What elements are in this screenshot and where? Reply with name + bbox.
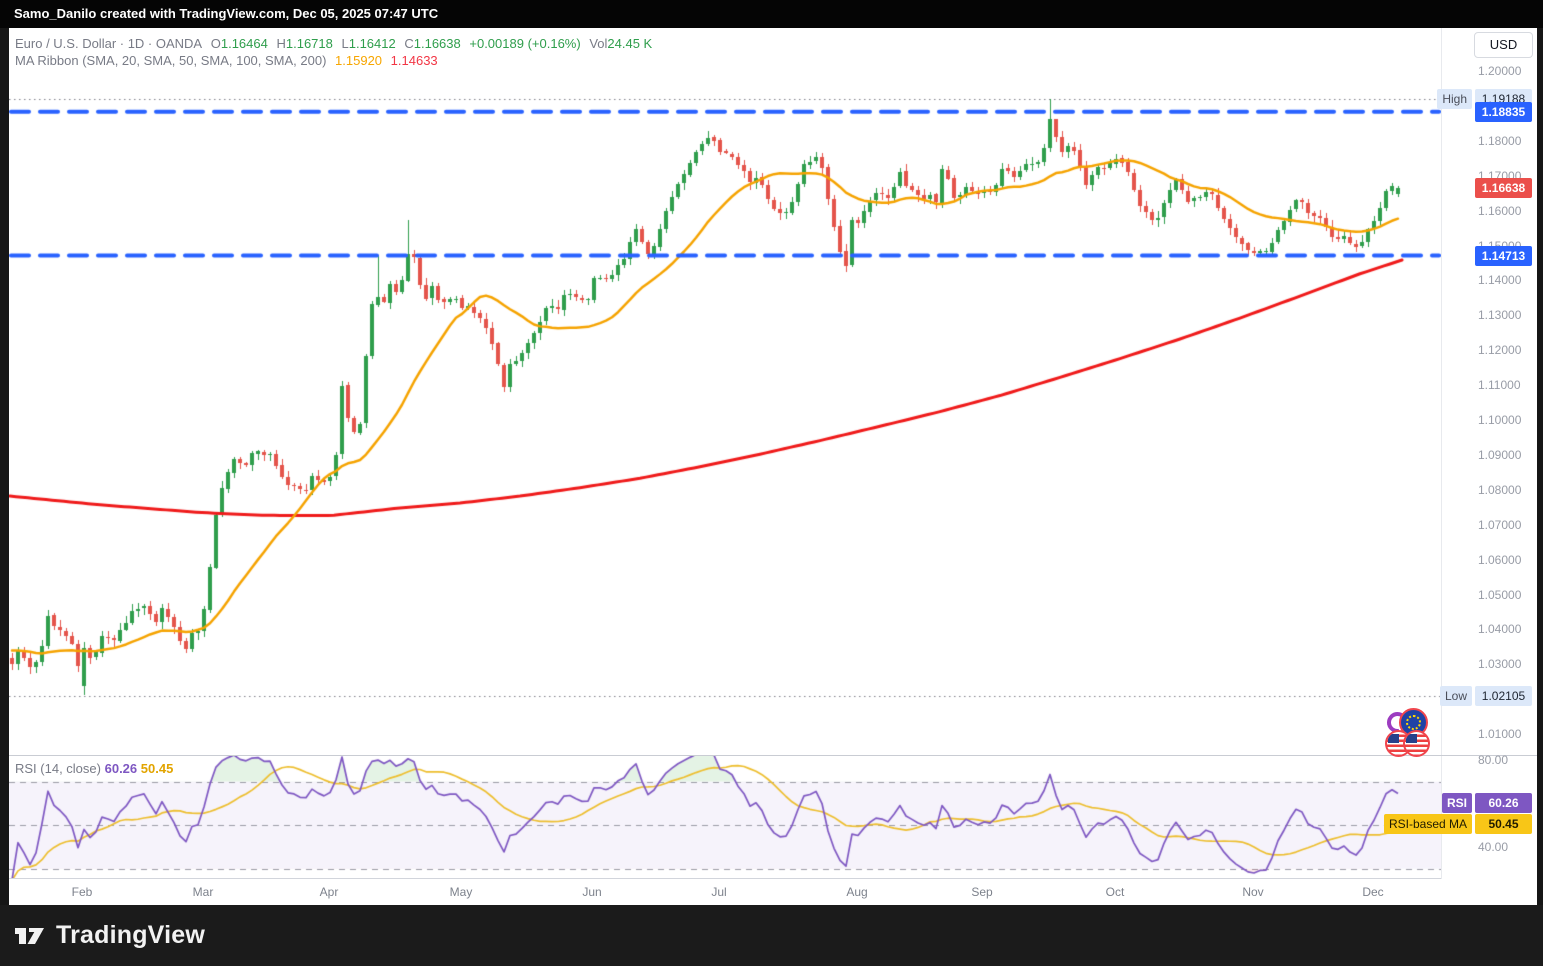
month-label-feb: Feb xyxy=(71,885,93,899)
price-tick: 1.10000 xyxy=(1478,413,1522,427)
price-level-label[interactable]: 1.18835 xyxy=(1475,101,1532,122)
rsi-value: 60.26 xyxy=(104,761,138,776)
price-tick: 1.06000 xyxy=(1478,552,1522,567)
chart-panel: Euro / U.S. Dollar · 1D · OANDA O1.16464… xyxy=(9,28,1537,905)
rsi-marker-value: 60.26 xyxy=(1475,792,1532,813)
chart-legend: Euro / U.S. Dollar · 1D · OANDA O1.16464… xyxy=(15,35,652,69)
ma-slow-value: 1.14633 xyxy=(390,53,438,68)
volume-value: 24.45 K xyxy=(607,36,653,51)
tradingview-logo-text[interactable]: TradingView xyxy=(56,921,206,949)
close-value: 1.16638 xyxy=(413,36,461,51)
ma-ribbon-title[interactable]: MA Ribbon (SMA, 20, SMA, 50, SMA, 100, S… xyxy=(15,53,327,68)
month-label-sep: Sep xyxy=(971,885,993,899)
open-label: O xyxy=(210,36,221,51)
symbol-title[interactable]: Euro / U.S. Dollar · 1D · OANDA xyxy=(15,36,203,51)
symbol-legend-row: Euro / U.S. Dollar · 1D · OANDA O1.16464… xyxy=(15,35,652,52)
low-label: L xyxy=(341,36,349,51)
low-value: 1.16412 xyxy=(348,36,396,51)
tradingview-logo-icon[interactable] xyxy=(13,921,47,951)
price-tick: 1.09000 xyxy=(1478,447,1522,462)
rsi-canvas[interactable] xyxy=(9,756,1441,879)
footer-bar: TradingView xyxy=(0,905,1543,966)
price-tick: 1.08000 xyxy=(1478,482,1522,497)
ma-fast-value: 1.15920 xyxy=(335,53,383,68)
close-label: C xyxy=(404,36,414,51)
price-tick: 1.01000 xyxy=(1478,727,1522,742)
price-tick: 1.07000 xyxy=(1478,517,1522,532)
price-axis[interactable]: USD 1.200001.180001.170001.160001.150001… xyxy=(1437,28,1537,755)
us-flag-icon-2 xyxy=(1403,730,1430,757)
month-label-jun: Jun xyxy=(582,885,602,899)
attribution-bar: Samo_Danilo created with TradingView.com… xyxy=(0,0,1543,28)
price-pane: Euro / U.S. Dollar · 1D · OANDA O1.16464… xyxy=(9,28,1537,758)
ma-ribbon-legend-row: MA Ribbon (SMA, 20, SMA, 50, SMA, 100, S… xyxy=(15,52,652,69)
price-tick: 1.16000 xyxy=(1478,203,1522,218)
rsi-legend: RSI (14, close) 60.26 50.45 xyxy=(15,761,173,776)
price-tick: 1.11000 xyxy=(1478,378,1521,393)
price-tick: 1.18000 xyxy=(1478,133,1522,148)
price-tick: 1.04000 xyxy=(1478,622,1522,637)
rsi-title[interactable]: RSI (14, close) xyxy=(15,761,101,776)
month-label-nov: Nov xyxy=(1242,885,1264,899)
price-tick: 1.13000 xyxy=(1478,308,1522,323)
month-label-mar: Mar xyxy=(192,885,214,899)
time-axis[interactable]: Feb Mar Apr May Jun Jul Aug Sep Oct Nov Dec xyxy=(9,878,1537,905)
rsi-ma-value: 50.45 xyxy=(140,761,174,776)
change-value: +0.00189 (+0.16%) xyxy=(469,36,581,51)
price-tick: 1.03000 xyxy=(1478,657,1522,672)
high-marker-label: High xyxy=(1437,89,1472,110)
low-marker-label: Low xyxy=(1439,685,1472,706)
rsi-marker-label: RSI xyxy=(1441,792,1472,813)
rsi-axis[interactable]: 80.00 40.00 RSI 60.26 RSI-based MA 50.45 xyxy=(1383,753,1537,879)
high-value: 1.16718 xyxy=(285,36,333,51)
attribution-text: Samo_Danilo created with TradingView.com… xyxy=(14,6,439,21)
price-canvas[interactable] xyxy=(9,28,1441,755)
month-label-oct: Oct xyxy=(1105,885,1125,899)
month-label-apr: Apr xyxy=(319,885,339,899)
last-price-label: 1.16638 xyxy=(1475,178,1532,199)
pair-badge xyxy=(1376,730,1436,758)
rsi-marker-label: RSI-based MA xyxy=(1383,814,1472,835)
volume-label: Vol xyxy=(589,36,608,51)
rsi-marker-value: 50.45 xyxy=(1475,814,1532,835)
price-tick: 1.20000 xyxy=(1478,64,1522,78)
price-tick: 1.12000 xyxy=(1478,343,1522,358)
open-value: 1.16464 xyxy=(220,36,268,51)
range-price-label: 1.02105 xyxy=(1475,685,1532,706)
rsi-tick: 80.00 xyxy=(1478,753,1509,767)
currency-toggle-button[interactable]: USD xyxy=(1474,32,1533,58)
month-label-aug: Aug xyxy=(846,885,868,899)
price-tick: 1.14000 xyxy=(1478,273,1522,288)
high-label: H xyxy=(276,36,286,51)
rsi-tick: 40.00 xyxy=(1478,840,1509,854)
price-tick: 1.05000 xyxy=(1478,587,1522,602)
month-label-jul: Jul xyxy=(711,885,727,899)
price-level-label[interactable]: 1.14713 xyxy=(1475,245,1532,266)
rsi-pane: RSI (14, close) 60.26 50.45 80.00 40.00 R… xyxy=(9,753,1537,879)
month-label-dec: Dec xyxy=(1362,885,1384,899)
month-label-may: May xyxy=(449,885,473,899)
